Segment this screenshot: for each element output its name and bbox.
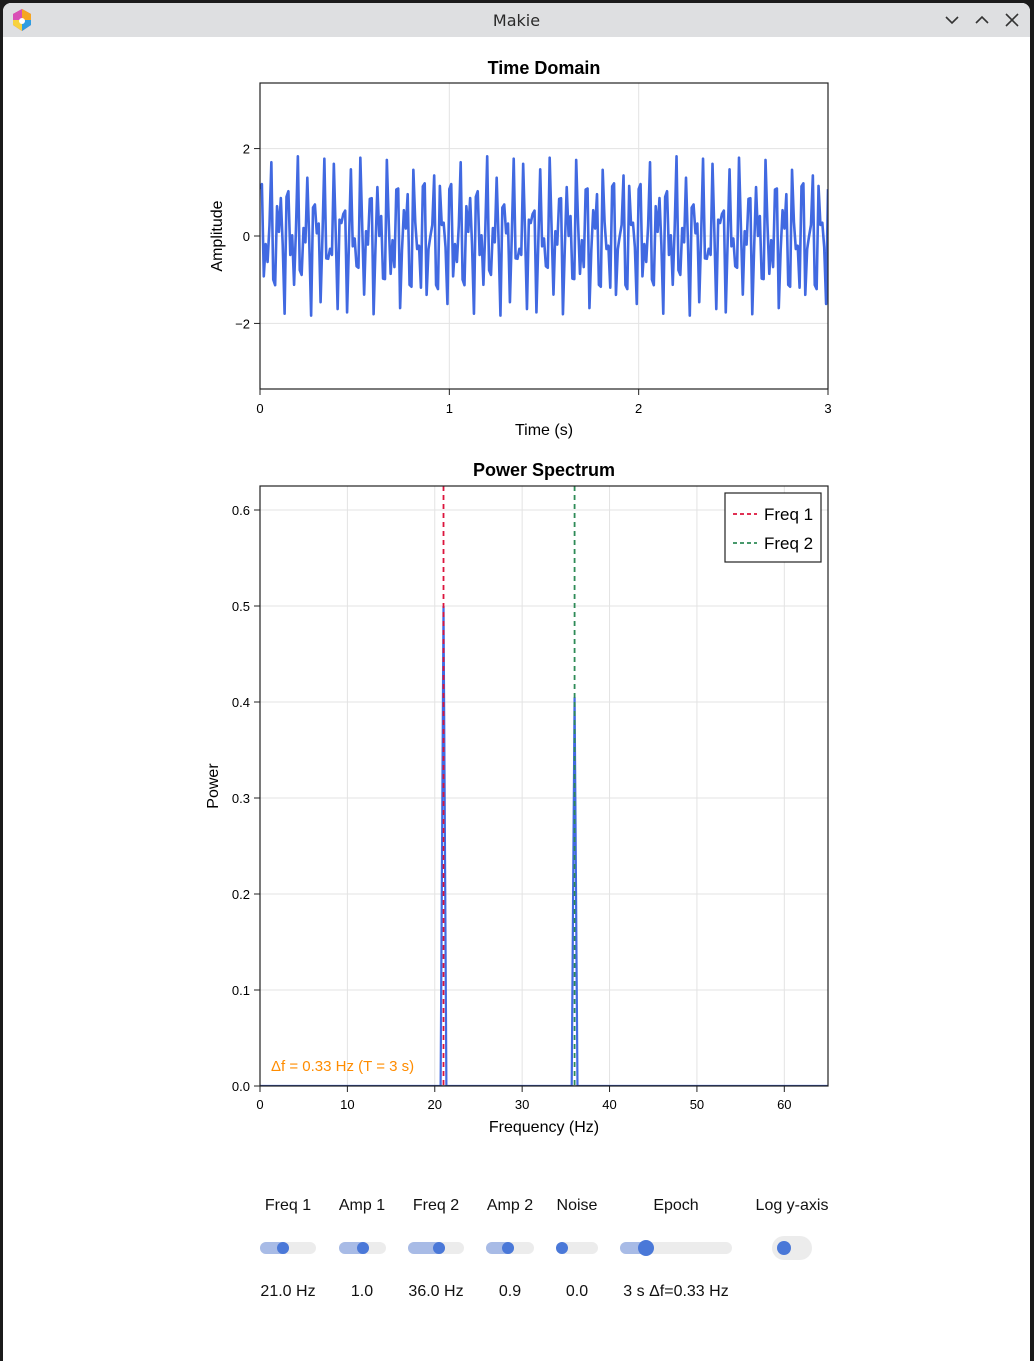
slider-amp-2[interactable]	[486, 1242, 534, 1254]
frequency-resolution-annotation: Δf = 0.33 Hz (T = 3 s)	[271, 1058, 414, 1075]
slider-epoch[interactable]	[620, 1240, 732, 1256]
svg-text:0: 0	[243, 229, 250, 244]
app-window: Makie Time Domain 0 1 2 3 −2 0 2 Time (s) Ampl…	[3, 3, 1030, 1361]
slider-knob[interactable]	[502, 1242, 515, 1254]
time-domain-axis[interactable]: Time Domain 0 1 2 3 −2 0 2 Time (s) Amplitude	[209, 58, 832, 439]
svg-text:10: 10	[340, 1097, 354, 1112]
power-spectrum-ylabel: Power	[205, 763, 222, 809]
slider-value-epoch: 3 s Δf=0.33 Hz	[623, 1283, 729, 1300]
slider-freq-2[interactable]	[408, 1242, 464, 1254]
slider-label-amp-1: Amp 1	[338, 1197, 386, 1214]
svg-text:0.0: 0.0	[232, 1079, 250, 1094]
svg-text:20: 20	[428, 1097, 442, 1112]
svg-text:0: 0	[256, 1097, 263, 1112]
legend-frame	[724, 492, 822, 563]
svg-text:0.2: 0.2	[232, 887, 250, 902]
slider-value-amp-2: 0.9	[498, 1283, 522, 1300]
time-domain-ticks: 0 1 2 3 −2 0 2	[235, 142, 831, 416]
svg-text:50: 50	[690, 1097, 704, 1112]
minimize-button[interactable]	[941, 9, 963, 31]
power-spectrum-grid	[259, 486, 828, 1087]
slider-value-freq-1: 21.0 Hz	[260, 1283, 316, 1300]
title-bar[interactable]: Makie	[3, 3, 1030, 37]
svg-text:40: 40	[602, 1097, 616, 1112]
slider-value-noise: 0.0	[565, 1283, 589, 1300]
svg-text:0.1: 0.1	[232, 983, 250, 998]
makie-app-icon	[13, 9, 31, 31]
slider-noise[interactable]	[556, 1242, 598, 1254]
legend-freq2-label: Freq 2	[764, 534, 813, 553]
chevron-up-icon	[975, 15, 989, 24]
svg-text:2: 2	[243, 142, 250, 157]
time-domain-signal-line	[260, 155, 828, 317]
slider-label-amp-2: Amp 2	[486, 1197, 534, 1214]
svg-text:0: 0	[256, 401, 263, 416]
slider-knob[interactable]	[433, 1242, 446, 1254]
close-icon	[1005, 13, 1019, 27]
slider-label-freq-1: Freq 1	[264, 1197, 312, 1214]
power-spectrum-ticks: 0 10 20 30 40 50 60 0.0 0.1 0.2 0.3 0.4 0.5 0.6	[232, 503, 792, 1112]
time-domain-title: Time Domain	[488, 58, 601, 78]
toggle-label-log-y-axis: Log y-axis	[755, 1197, 829, 1214]
slider-knob[interactable]	[556, 1242, 568, 1254]
power-spectrum-title: Power Spectrum	[473, 460, 615, 480]
svg-text:0.6: 0.6	[232, 503, 250, 518]
power-spectrum-frame	[259, 485, 829, 1087]
maximize-button[interactable]	[971, 9, 993, 31]
svg-text:0.3: 0.3	[232, 791, 250, 806]
svg-text:3: 3	[824, 401, 831, 416]
slider-amp-1[interactable]	[339, 1242, 386, 1254]
figure-canvas: Time Domain 0 1 2 3 −2 0 2 Time (s) Amplitude …	[3, 37, 1030, 1361]
time-domain-xlabel: Time (s)	[515, 422, 573, 439]
slider-label-freq-2: Freq 2	[412, 1197, 460, 1214]
slider-freq-1[interactable]	[260, 1242, 316, 1254]
plots-canvas: Time Domain 0 1 2 3−202 Time (s) Amplitude …	[205, 58, 832, 1136]
slider-knob[interactable]	[276, 1242, 289, 1254]
slider-value-amp-1: 1.0	[350, 1283, 374, 1300]
window-title: Makie	[492, 11, 541, 30]
slider-knob[interactable]	[638, 1240, 654, 1256]
svg-text:30: 30	[515, 1097, 529, 1112]
legend: Freq 1 Freq 2	[724, 492, 822, 563]
time-domain-ylabel: Amplitude	[209, 200, 226, 271]
legend-freq1-label: Freq 1	[764, 505, 813, 524]
slider-knob[interactable]	[356, 1242, 369, 1254]
power-spectrum-series	[260, 486, 828, 1086]
log-y-axis-toggle[interactable]	[772, 1236, 812, 1260]
chevron-down-icon	[945, 16, 959, 25]
svg-text:−2: −2	[235, 316, 250, 331]
slider-value-freq-2: 36.0 Hz	[408, 1283, 464, 1300]
power-spectrum-xlabel: Frequency (Hz)	[489, 1119, 599, 1136]
svg-text:2: 2	[635, 401, 642, 416]
close-button[interactable]	[1001, 9, 1023, 31]
slider-label-epoch: Epoch	[653, 1197, 699, 1214]
toggle-knob	[777, 1241, 791, 1255]
slider-label-noise: Noise	[556, 1197, 598, 1214]
svg-text:60: 60	[777, 1097, 791, 1112]
svg-text:0.5: 0.5	[232, 599, 250, 614]
power-spectrum-axis[interactable]: Power Spectrum 0 10 20 30 40 50 60 0.0 0.1 0.2 0.3…	[205, 460, 829, 1136]
svg-text:0.4: 0.4	[232, 695, 250, 710]
svg-text:1: 1	[446, 401, 453, 416]
